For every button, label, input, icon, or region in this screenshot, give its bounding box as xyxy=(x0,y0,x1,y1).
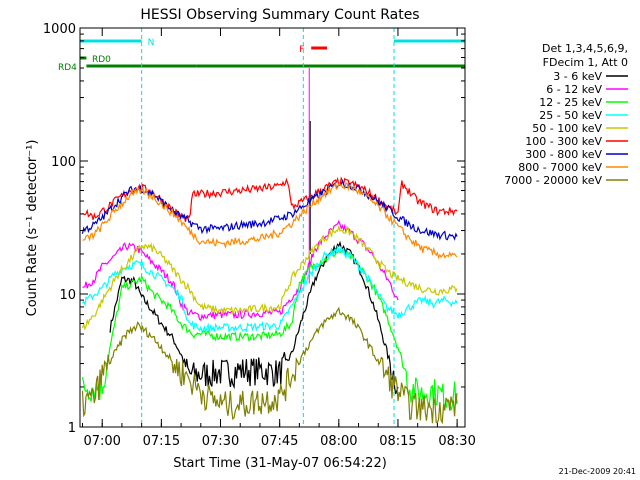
x-tick-label: 07:30 xyxy=(202,434,239,449)
legend-label: 300 - 800 keV xyxy=(525,148,602,161)
series-line-5 xyxy=(82,176,458,222)
y-tick-label: 1 xyxy=(68,421,76,436)
flags-layer: N RD0 RD4 F xyxy=(58,28,465,427)
y-tick-label: 10 xyxy=(59,288,76,303)
series-line-0 xyxy=(109,240,399,395)
flag-label-rd4: RD4 xyxy=(58,63,77,73)
series-line-3 xyxy=(81,245,458,335)
x-tick-label: 07:15 xyxy=(143,434,180,449)
x-tick-label: 08:00 xyxy=(320,434,357,449)
y-tick-label: 1000 xyxy=(43,22,76,37)
flag-label-f: F xyxy=(299,45,304,55)
flag-label-rd0: RD0 xyxy=(92,55,111,65)
legend-label: 25 - 50 keV xyxy=(539,109,602,122)
series-layer xyxy=(81,176,458,425)
y-tick-label: 100 xyxy=(51,155,76,170)
legend-label: 3 - 6 keV xyxy=(553,70,602,83)
legend-label: 800 - 7000 keV xyxy=(518,161,602,174)
legend-label: 50 - 100 keV xyxy=(532,122,602,135)
series-line-7 xyxy=(82,182,458,260)
series-line-8 xyxy=(81,306,458,425)
date-stamp: 21-Dec-2009 20:41 xyxy=(559,467,636,476)
x-axis-label: Start Time (31-May-07 06:54:22) xyxy=(173,456,387,471)
y-axis-label: Count Rate (s⁻¹ detector⁻¹) xyxy=(25,140,40,317)
plot-frame xyxy=(79,27,466,428)
legend-header: Det 1,3,4,5,6,9, xyxy=(542,42,628,55)
x-tick-label: 07:45 xyxy=(261,434,298,449)
x-tick-label: 07:00 xyxy=(83,434,120,449)
series-line-2 xyxy=(81,249,458,411)
legend-label: 12 - 25 keV xyxy=(539,96,602,109)
chart-title: HESSI Observing Summary Count Rates xyxy=(140,7,419,23)
legend-label: 7000 - 20000 keV xyxy=(504,174,602,187)
x-tick-label: 08:15 xyxy=(379,434,416,449)
legend-label: 6 - 12 keV xyxy=(546,83,602,96)
x-tick-label: 08:30 xyxy=(438,434,475,449)
series-line-4 xyxy=(81,226,458,331)
legend: Det 1,3,4,5,6,9,FDecim 1, Att 03 - 6 keV… xyxy=(504,42,628,187)
ticks-layer: 07:00 07:15 07:30 07:45 08:00 08:15 08:30 1 10 10… xyxy=(43,22,476,449)
legend-header: FDecim 1, Att 0 xyxy=(543,56,628,69)
legend-label: 100 - 300 keV xyxy=(525,135,602,148)
flag-label-n: N xyxy=(148,38,155,48)
